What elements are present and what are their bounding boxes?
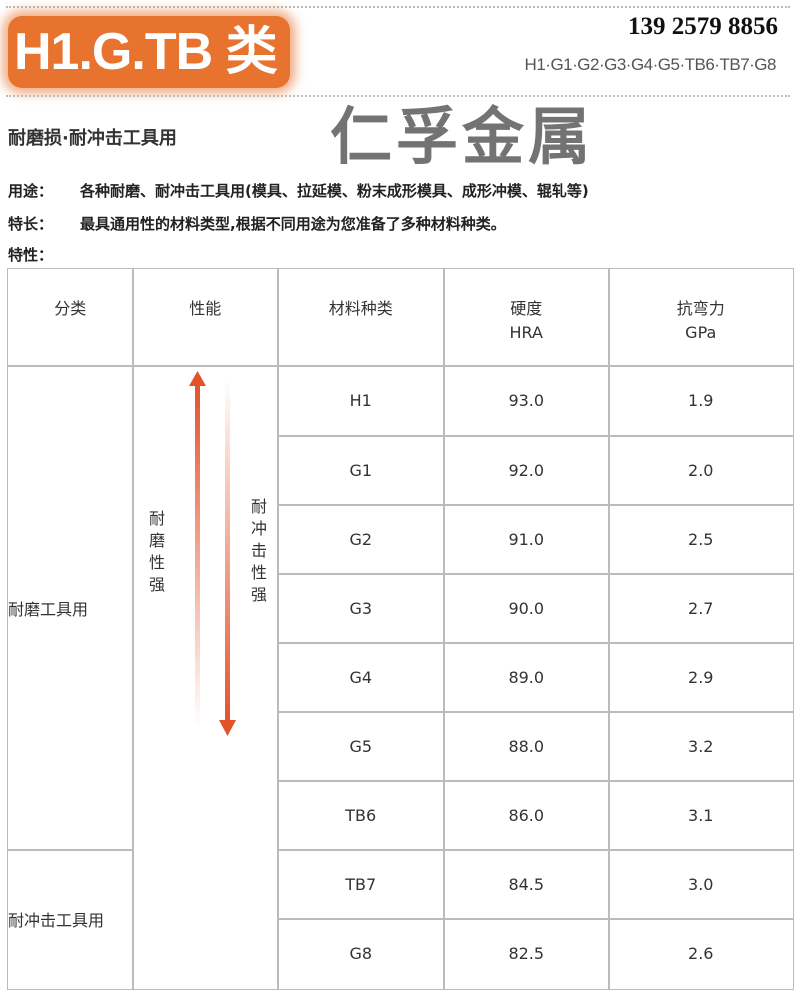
strength-cell: 2.0 — [608, 435, 794, 506]
divider — [6, 6, 790, 8]
grade-cell: G2 — [277, 504, 445, 575]
grade-cell: G4 — [277, 642, 445, 713]
hardness-cell: 88.0 — [443, 711, 610, 782]
property-table: 分类 性能 材料种类 硬度 HRA 抗弯力 GPa 耐磨工具用 耐冲击工具用 H1 93.0 1.… — [7, 268, 794, 990]
strength-cell: 3.1 — [608, 780, 794, 851]
category-cell: 耐磨工具用 — [7, 365, 134, 851]
hardness-cell: 84.5 — [443, 849, 610, 920]
header-cell: 性能 — [132, 268, 279, 367]
grade-cell: G8 — [277, 918, 445, 990]
performance-cell — [132, 365, 279, 990]
info-feature: 特长： 最具通用性的材料类型,根据不同用途为您准备了多种材料种类。 — [8, 213, 506, 234]
info-value: 最具通用性的材料类型,根据不同用途为您准备了多种材料种类。 — [80, 215, 506, 233]
info-key: 用途： — [8, 182, 54, 200]
header-cell: 分类 — [7, 268, 134, 367]
info-property: 特性： — [8, 244, 80, 265]
hardness-cell: 92.0 — [443, 435, 610, 506]
hardness-cell: 89.0 — [443, 642, 610, 713]
strength-cell: 2.6 — [608, 918, 794, 990]
grade-cell: G3 — [277, 573, 445, 644]
subtitle: 耐磨损·耐冲击工具用 — [8, 128, 177, 149]
grade-cell: H1 — [277, 365, 445, 437]
header-cell: 硬度 HRA — [443, 268, 610, 367]
strength-cell: 3.0 — [608, 849, 794, 920]
hardness-cell: 86.0 — [443, 780, 610, 851]
hardness-cell: 82.5 — [443, 918, 610, 990]
hardness-cell: 93.0 — [443, 365, 610, 437]
info-value: 各种耐磨、耐冲击工具用(模具、拉延模、粉末成形模具、成形冲模、辊轧等) — [80, 182, 589, 200]
strength-cell: 3.2 — [608, 711, 794, 782]
info-usage: 用途： 各种耐磨、耐冲击工具用(模具、拉延模、粉末成形模具、成形冲模、辊轧等) — [8, 180, 589, 201]
performance-label: 耐冲击性强 — [250, 497, 267, 604]
grade-list: H1·G1·G2·G3·G4·G5·TB6·TB7·G8 — [524, 55, 777, 74]
strength-cell: 1.9 — [608, 365, 794, 437]
hardness-cell: 90.0 — [443, 573, 610, 644]
divider — [6, 95, 790, 97]
category-cell: 耐冲击工具用 — [7, 849, 134, 990]
phone-number: 139 2579 8856 — [628, 13, 778, 40]
grade-cell: G1 — [277, 435, 445, 506]
hardness-cell: 91.0 — [443, 504, 610, 575]
strength-cell: 2.7 — [608, 573, 794, 644]
header-cell: 材料种类 — [277, 268, 445, 367]
info-key: 特长： — [8, 215, 54, 233]
watermark: 仁孚金属 — [330, 100, 595, 173]
strength-cell: 2.5 — [608, 504, 794, 575]
grade-cell: G5 — [277, 711, 445, 782]
logo: H1.G.TB 类 — [8, 16, 290, 88]
grade-cell: TB7 — [277, 849, 445, 920]
header-cell: 抗弯力 GPa — [608, 268, 794, 367]
strength-cell: 2.9 — [608, 642, 794, 713]
info-key: 特性： — [8, 246, 54, 264]
performance-label: 耐磨性强 — [148, 509, 165, 594]
grade-cell: TB6 — [277, 780, 445, 851]
